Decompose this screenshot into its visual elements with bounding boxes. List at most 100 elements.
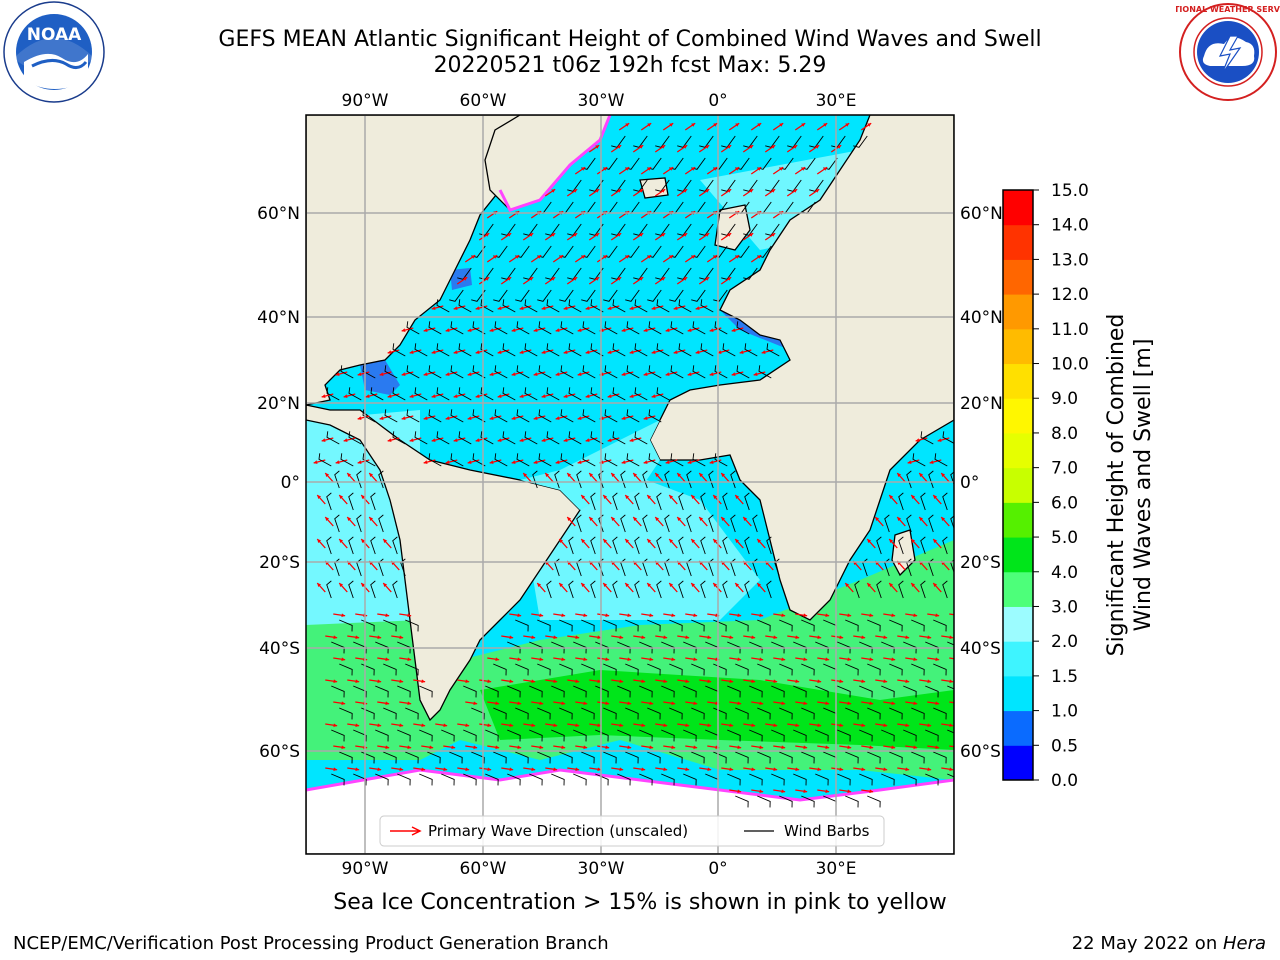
wind-barb [735, 619, 749, 632]
wave-direction-arrowhead [487, 723, 492, 728]
wind-barb [595, 685, 609, 698]
wind-barb [356, 558, 362, 577]
wind-barb [752, 514, 758, 533]
lon-label-bottom: 0° [708, 859, 727, 879]
wave-direction-arrowhead [905, 679, 910, 684]
wave-direction-arrowhead [735, 583, 740, 587]
wave-direction-arrowhead [423, 372, 428, 376]
wind-barb [670, 321, 684, 335]
colorbar-segment [1003, 259, 1033, 295]
wave-direction-arrowhead [823, 167, 828, 171]
colorbar-tick-label: 13.0 [1051, 250, 1089, 270]
colorbar-tick-label: 9.0 [1051, 389, 1078, 409]
wind-barb [348, 492, 354, 511]
wave-direction-arrowhead [847, 789, 852, 794]
colorbar-segment [1003, 467, 1033, 503]
wave-direction-arrowhead [727, 233, 732, 237]
wave-direction-arrowhead [643, 416, 648, 420]
wave-direction-arrowhead [749, 145, 754, 149]
wind-barb [634, 536, 640, 555]
wind-barb [604, 453, 618, 467]
wave-direction-arrowhead [559, 255, 564, 259]
wind-barb [617, 773, 631, 786]
wind-barb [507, 773, 521, 786]
wind-barb [406, 409, 420, 423]
wind-barb [370, 387, 384, 401]
wave-direction-arrowhead [495, 701, 500, 706]
wave-direction-arrowhead [385, 657, 390, 662]
wind-barb [383, 619, 397, 632]
wind-barb [678, 343, 692, 357]
lon-label-top: 30°E [816, 91, 857, 111]
colorbar-tick-label: 8.0 [1051, 424, 1078, 444]
wind-barb [604, 321, 618, 335]
wave-direction-arrowhead [817, 679, 822, 684]
lon-labels-top: 90°W 60°W 30°W 0° 30°E [342, 91, 857, 111]
wave-direction-arrowhead [317, 495, 322, 499]
wave-direction-arrowhead [695, 306, 700, 310]
wave-direction-arrowhead [559, 583, 564, 587]
wave-direction-arrowhead [473, 701, 478, 706]
wind-barb [480, 343, 494, 357]
wind-barb [656, 343, 670, 357]
wind-barb [845, 795, 859, 808]
wave-direction-arrowhead [793, 145, 798, 149]
wave-direction-arrowhead [519, 350, 524, 354]
wind-barb [625, 751, 639, 764]
wind-barb [582, 453, 596, 467]
wave-direction-arrowhead [377, 679, 382, 684]
wind-barb [779, 619, 793, 632]
wind-barb [590, 431, 604, 445]
wind-barb [920, 536, 926, 555]
wave-direction-arrowhead [709, 328, 714, 332]
wave-direction-arrowhead [597, 723, 602, 728]
wind-barb [620, 470, 626, 489]
wave-direction-arrowhead [423, 416, 428, 420]
wind-barb [370, 580, 376, 599]
wave-direction-arrowhead [335, 460, 340, 464]
wave-direction-arrowhead [737, 657, 742, 662]
lat-label-right: 60°N [960, 204, 1003, 224]
wind-barb [348, 387, 362, 401]
wave-direction-arrowhead [727, 189, 732, 193]
wind-barb [793, 773, 807, 786]
wind-barb [669, 289, 684, 302]
wave-direction-arrowhead [913, 745, 918, 750]
wave-direction-arrowhead [341, 745, 346, 750]
wave-direction-arrowhead [409, 350, 414, 354]
wind-barb [436, 299, 450, 313]
wind-barb [639, 773, 653, 786]
wind-barb [744, 343, 758, 357]
wind-barb [691, 707, 705, 720]
wave-direction-arrowhead [467, 372, 472, 376]
wave-direction-arrowhead [621, 416, 626, 420]
wind-barb [524, 299, 538, 313]
wind-barb [356, 470, 362, 489]
wave-direction-arrowhead [683, 145, 688, 149]
wave-direction-arrowhead [617, 277, 622, 281]
wave-direction-arrowhead [639, 233, 644, 237]
wind-barb [326, 387, 340, 401]
wind-barb [744, 536, 750, 555]
wave-direction-arrowhead [869, 613, 874, 618]
wave-direction-arrowhead [713, 495, 718, 499]
wave-direction-arrowhead [751, 723, 756, 728]
lat-labels-right: 60°N 40°N 20°N 0° 20°S 40°S 60°S [960, 204, 1003, 762]
wind-barb [428, 321, 442, 335]
wave-direction-arrowhead [453, 438, 458, 442]
wave-direction-arrowhead [617, 233, 622, 237]
wind-barb [955, 664, 968, 675]
wind-barb [735, 751, 749, 764]
wave-direction-arrowhead [399, 635, 404, 640]
wave-direction-arrowhead [553, 767, 558, 772]
wave-direction-arrowhead [333, 635, 338, 640]
wind-barb [370, 536, 376, 555]
lat-label-right: 20°N [960, 394, 1003, 414]
wave-direction-arrowhead [683, 277, 688, 281]
wave-direction-arrowhead [847, 657, 852, 662]
wind-barb [736, 365, 750, 379]
wind-barb [911, 663, 925, 676]
wave-direction-arrowhead [603, 583, 608, 587]
wave-direction-arrowhead [551, 277, 556, 281]
